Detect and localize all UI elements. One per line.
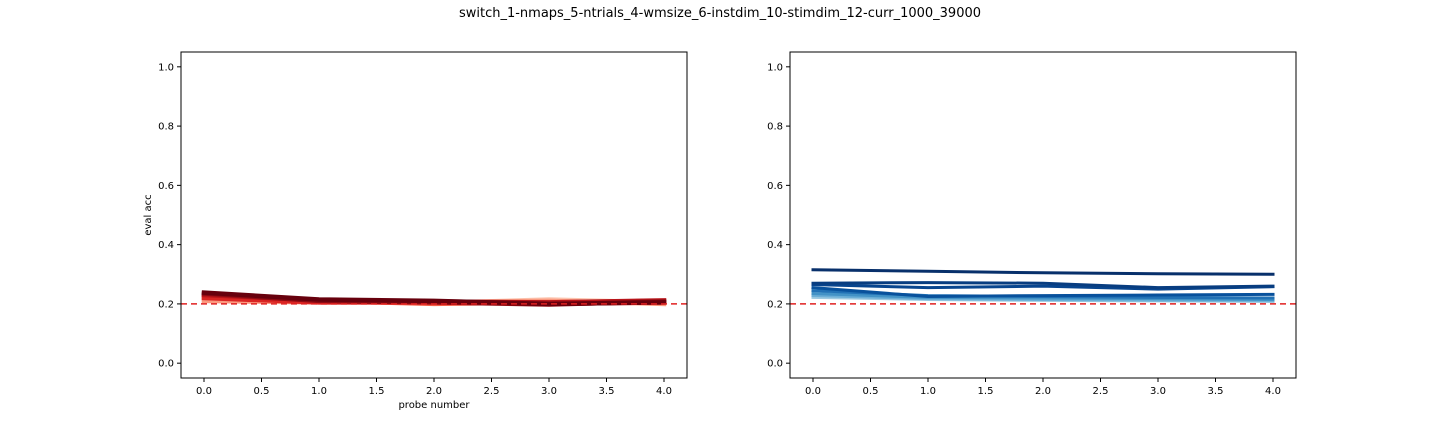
x-tick-label: 4.0 [1265, 386, 1281, 397]
x-tick-label: 3.0 [1150, 386, 1166, 397]
x-tick-label: 3.5 [599, 386, 615, 397]
x-axis-label: probe number [398, 400, 470, 411]
y-tick-label: 0.6 [767, 181, 783, 192]
y-axis-label: eval acc [143, 194, 154, 235]
x-tick-label: 0.0 [196, 386, 212, 397]
x-tick-label: 1.0 [311, 386, 327, 397]
y-tick-label: 0.8 [767, 122, 783, 133]
y-tick-label: 0.6 [158, 181, 174, 192]
y-tick-label: 1.0 [158, 62, 174, 73]
x-tick-label: 1.0 [920, 386, 936, 397]
axes-frame [180, 51, 688, 379]
x-tick-label: 4.0 [656, 386, 672, 397]
series-line-7 [811, 281, 1275, 290]
x-tick-label: 3.5 [1208, 386, 1224, 397]
series-line-7 [201, 290, 667, 307]
y-tick-label: 1.0 [767, 62, 783, 73]
x-tick-label: 1.5 [369, 386, 385, 397]
y-tick-label: 0.4 [158, 240, 174, 251]
x-tick-label: 2.0 [1035, 386, 1051, 397]
series-group [201, 290, 667, 307]
x-tick-label: 1.5 [978, 386, 994, 397]
series-line-8 [811, 268, 1275, 276]
figure-title: switch_1-nmaps_5-ntrials_4-wmsize_6-inst… [458, 6, 982, 21]
plot-1: 0.0 0.5 1.0 1.5 2.0 2.5 3.0 3.5 4.0 0.0 0.2 0.4 0.6 0… [143, 51, 688, 411]
x-tick-label: 0.5 [254, 386, 270, 397]
axes-frame [789, 51, 1297, 379]
y-tick-label: 0.8 [158, 122, 174, 133]
plot-2: 0.0 0.5 1.0 1.5 2.0 2.5 3.0 3.5 4.0 0.0 0.2 0.4 0.6 0… [767, 51, 1297, 397]
x-tick-label: 3.0 [541, 386, 557, 397]
x-tick-label: 2.5 [1093, 386, 1109, 397]
y-tick-label: 0.2 [767, 299, 783, 310]
x-tick-label: 2.0 [426, 386, 442, 397]
x-tick-label: 2.5 [484, 386, 500, 397]
series-line-5 [811, 285, 1275, 298]
x-tick-label: 0.5 [863, 386, 879, 397]
y-tick-label: 0.4 [767, 240, 783, 251]
y-tick-label: 0.0 [158, 359, 174, 370]
y-tick-label: 0.0 [767, 359, 783, 370]
x-tick-label: 0.0 [805, 386, 821, 397]
y-tick-label: 0.2 [158, 299, 174, 310]
series-group [811, 268, 1275, 304]
